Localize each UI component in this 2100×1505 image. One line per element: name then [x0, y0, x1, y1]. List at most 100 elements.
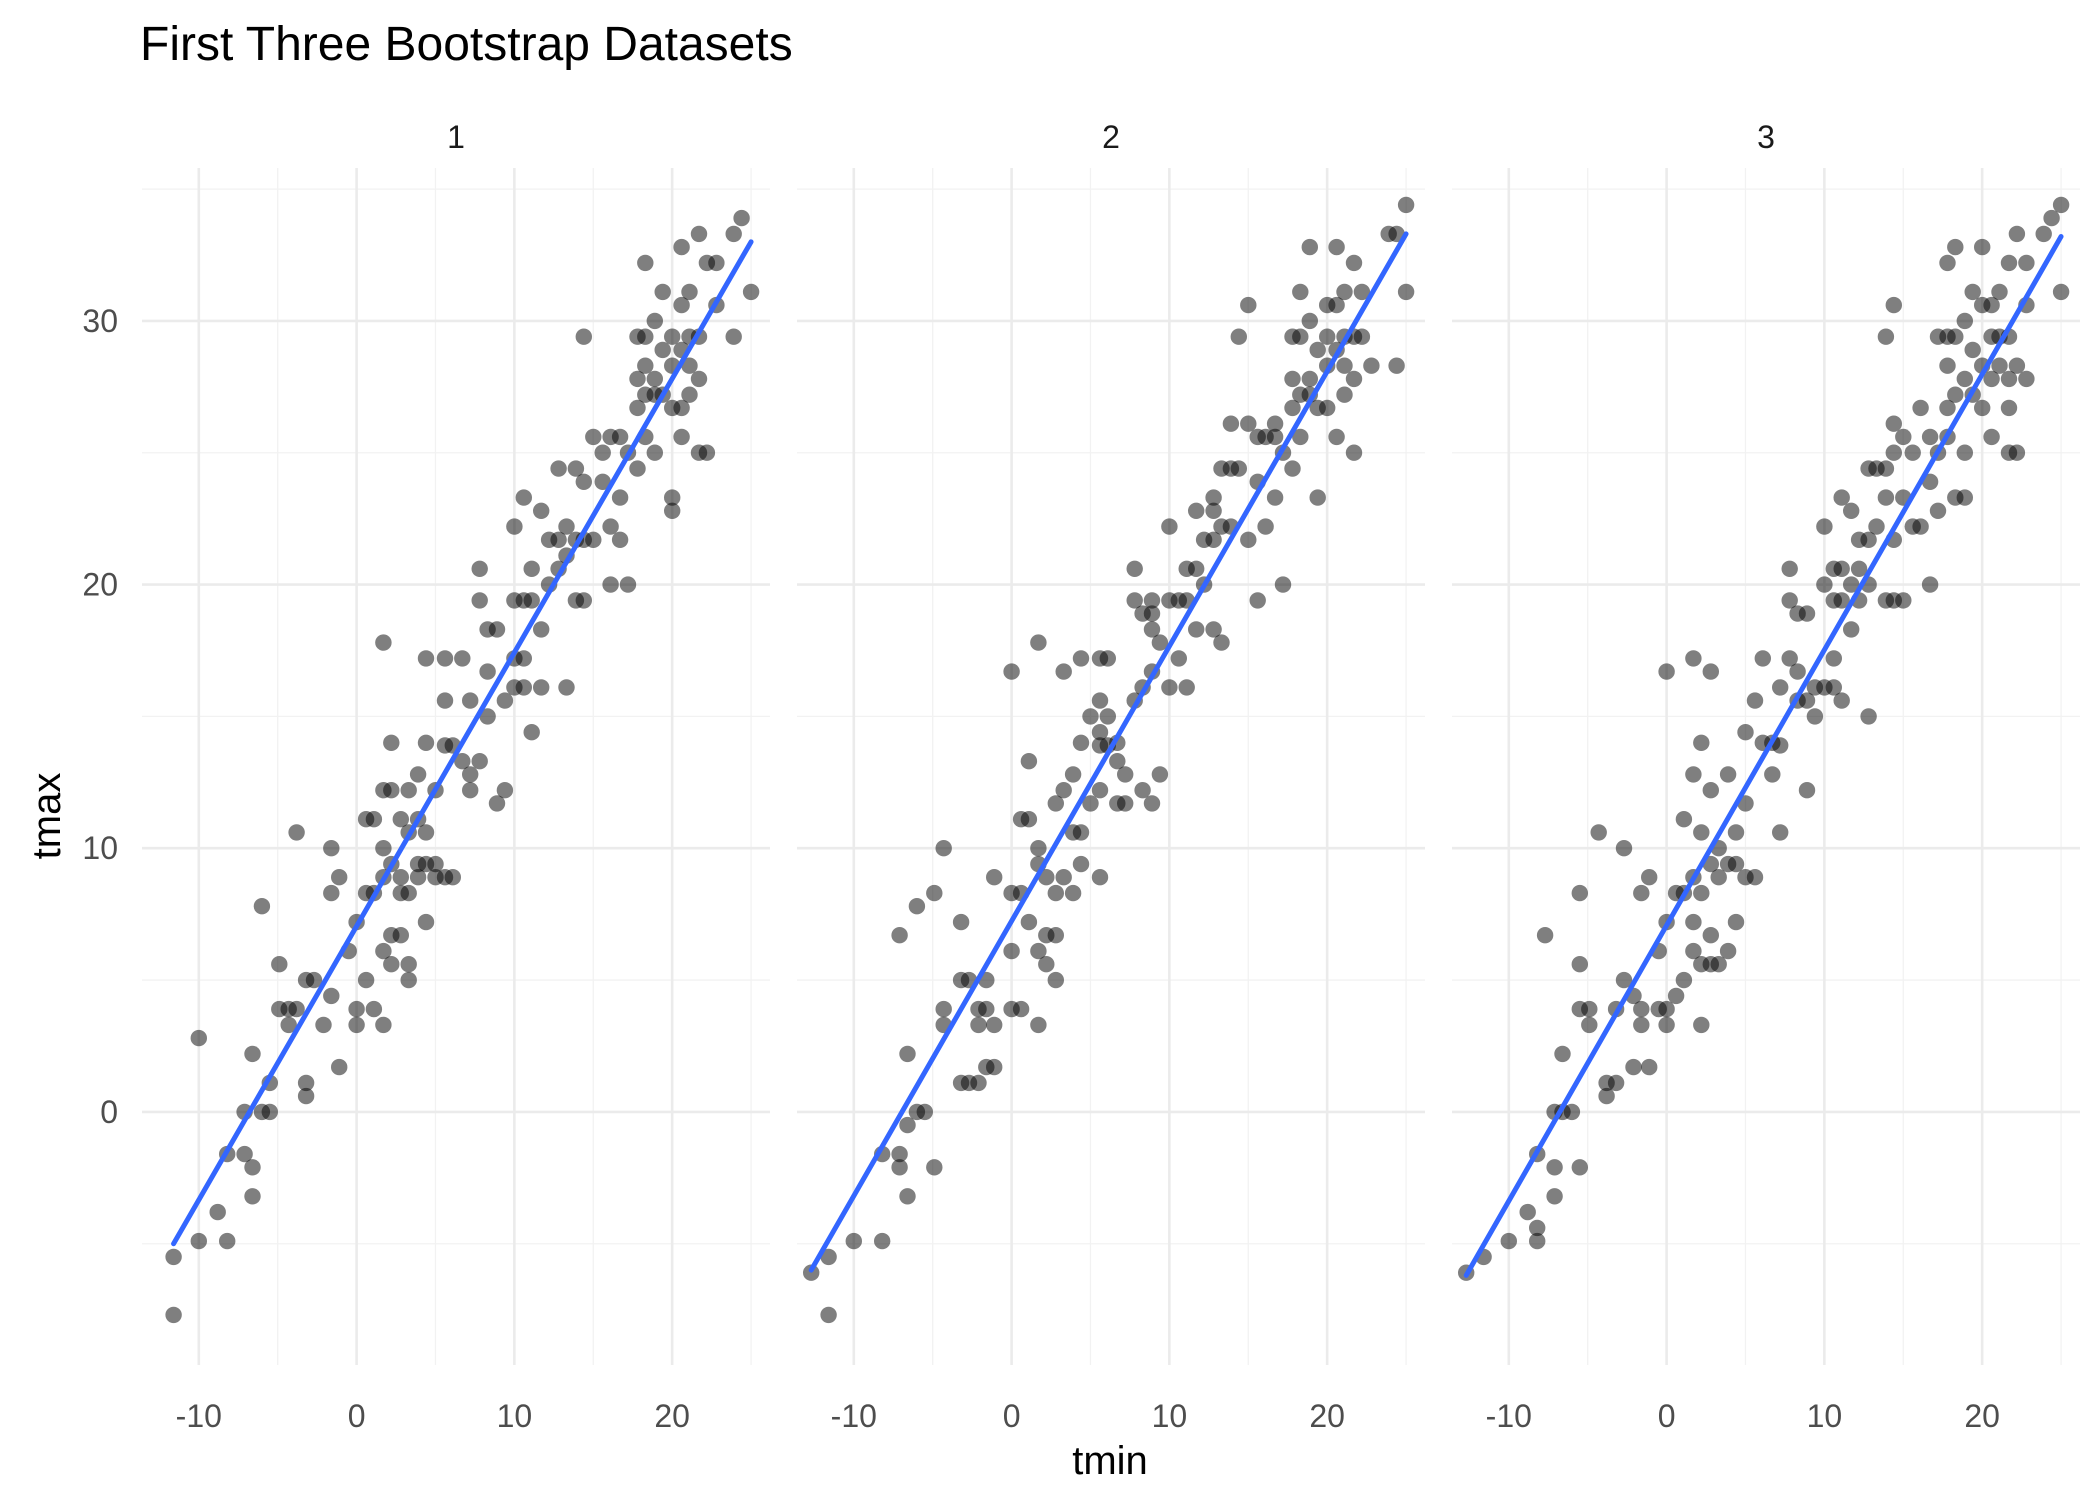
- data-point: [1134, 782, 1151, 799]
- data-point: [1895, 592, 1912, 609]
- data-point: [1072, 734, 1090, 751]
- data-point: [1284, 460, 1301, 477]
- facet-panel-3: 3 -10 0 10 20: [1452, 119, 2080, 1434]
- data-point: [611, 428, 629, 446]
- data-point: [1702, 927, 1720, 944]
- data-point: [550, 531, 567, 548]
- data-point: [523, 560, 540, 577]
- data-point: [1590, 824, 1607, 841]
- data-point: [681, 386, 698, 403]
- data-point: [1099, 708, 1117, 725]
- data-point: [1737, 724, 1754, 741]
- data-point: [1266, 428, 1284, 446]
- data-point: [1798, 782, 1816, 799]
- data-point: [400, 782, 417, 799]
- data-point: [1964, 283, 1981, 301]
- data-point: [845, 1232, 862, 1250]
- data-point: [1956, 370, 1974, 388]
- data-point: [1641, 1058, 1658, 1076]
- data-point: [1047, 971, 1065, 989]
- data-point: [1912, 399, 1929, 417]
- data-point: [673, 296, 690, 314]
- data-point: [1072, 650, 1090, 667]
- x-tick-label: -10: [831, 1398, 877, 1434]
- data-point: [1727, 855, 1745, 873]
- data-point: [357, 971, 375, 989]
- data-point: [383, 956, 400, 973]
- data-point: [673, 238, 690, 256]
- data-point: [1072, 855, 1090, 873]
- data-point: [471, 753, 488, 770]
- data-point: [1983, 296, 2000, 314]
- data-point: [1047, 795, 1065, 812]
- data-point: [1860, 531, 1877, 548]
- x-tick-label: 10: [1807, 1398, 1843, 1434]
- data-point: [209, 1203, 226, 1221]
- data-point: [348, 1000, 365, 1018]
- data-point: [454, 753, 471, 770]
- data-point: [1658, 1000, 1675, 1018]
- data-point: [637, 357, 654, 374]
- data-point: [1319, 399, 1336, 417]
- data-point: [1764, 766, 1781, 783]
- data-point: [1702, 782, 1720, 799]
- data-point: [409, 869, 427, 886]
- data-point: [874, 1232, 891, 1250]
- data-point: [1188, 502, 1205, 519]
- data-point: [165, 1248, 182, 1266]
- data-point: [1685, 766, 1702, 783]
- data-point: [1082, 708, 1099, 725]
- data-point: [558, 679, 575, 696]
- data-point: [1353, 328, 1371, 345]
- data-point: [1222, 415, 1240, 432]
- data-point: [190, 1029, 207, 1047]
- data-point: [1082, 795, 1099, 812]
- facet-strip-label: 3: [1757, 119, 1775, 155]
- data-point: [1345, 254, 1363, 272]
- data-point: [1546, 1159, 1563, 1176]
- data-point: [1939, 357, 1956, 374]
- data-point: [244, 1159, 261, 1176]
- data-point: [400, 956, 417, 973]
- data-point: [1974, 238, 1991, 256]
- data-point: [454, 650, 471, 667]
- data-point: [2008, 225, 2026, 243]
- data-point: [899, 1188, 916, 1205]
- data-point: [1877, 328, 1895, 345]
- data-point: [1675, 811, 1693, 828]
- data-point: [602, 518, 619, 535]
- data-point: [1230, 460, 1248, 477]
- data-point: [515, 679, 532, 696]
- data-point: [488, 795, 506, 812]
- data-point: [323, 987, 340, 1005]
- data-point: [1939, 399, 1956, 417]
- data-point: [1772, 679, 1789, 696]
- data-point: [236, 1145, 253, 1163]
- data-point: [515, 489, 532, 506]
- data-point: [165, 1306, 182, 1324]
- data-point: [1921, 473, 1939, 490]
- data-point: [1284, 370, 1301, 388]
- data-point: [375, 1016, 392, 1034]
- data-point: [1500, 1232, 1518, 1250]
- data-point: [2008, 357, 2026, 374]
- data-point: [575, 473, 592, 490]
- data-point: [1301, 312, 1319, 330]
- facet-panel-2: 2 -10 0 10 20: [797, 119, 1425, 1434]
- data-point: [594, 444, 611, 461]
- data-point: [1746, 869, 1764, 886]
- data-point: [681, 283, 698, 301]
- data-point: [523, 592, 540, 609]
- data-point: [899, 1116, 916, 1134]
- data-point: [1336, 283, 1353, 301]
- data-point: [1030, 634, 1047, 651]
- data-point: [2052, 283, 2070, 301]
- data-point: [1064, 766, 1082, 783]
- data-point: [400, 884, 417, 902]
- data-point: [820, 1306, 837, 1324]
- data-point: [533, 679, 550, 696]
- data-point: [1388, 357, 1405, 374]
- data-point: [1205, 531, 1222, 548]
- data-point: [1598, 1087, 1615, 1105]
- data-point: [654, 283, 671, 301]
